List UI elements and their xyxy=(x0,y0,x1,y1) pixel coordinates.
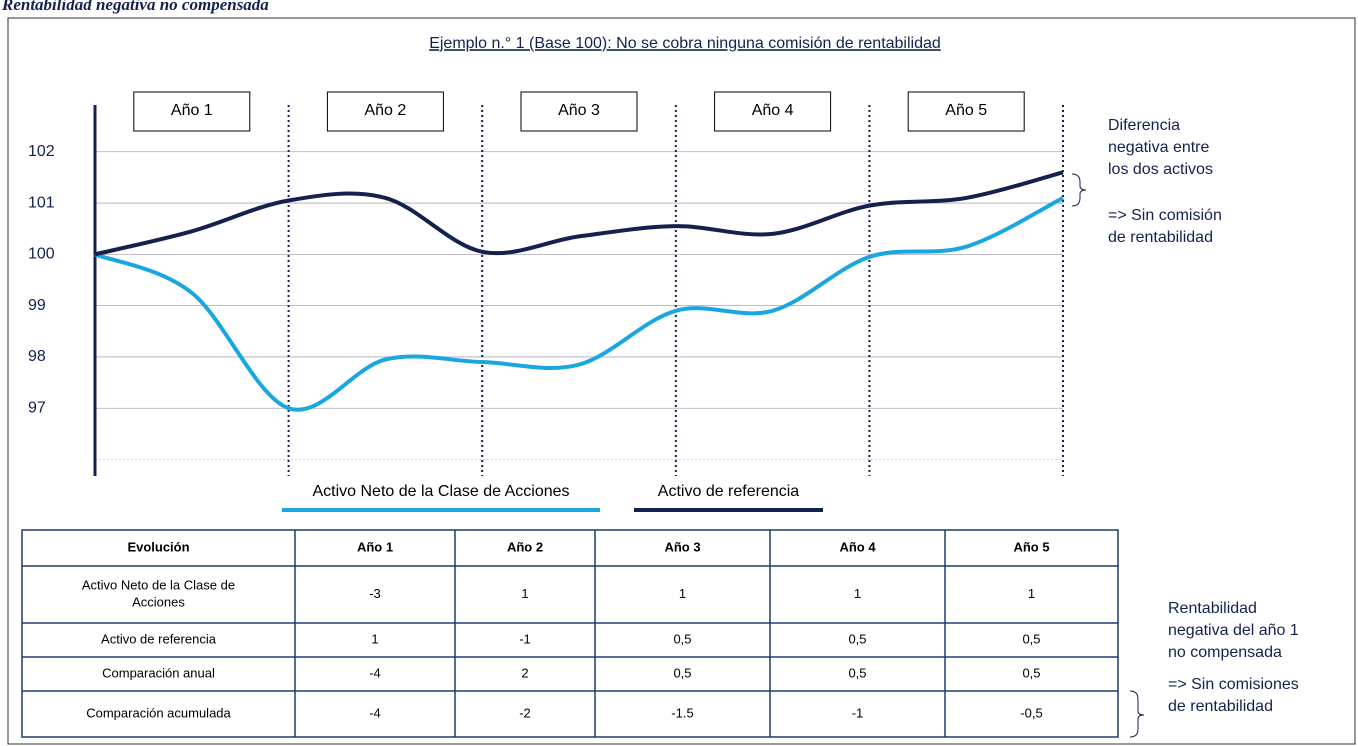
table-cell: 2 xyxy=(521,665,528,680)
table-cell: Acciones xyxy=(132,594,185,609)
table-cell: 1 xyxy=(854,586,861,601)
legend-label: Activo de referencia xyxy=(658,483,800,500)
annotation: Rentabilidad xyxy=(1168,600,1257,617)
heading: Rentabilidad negativa no compensada xyxy=(1,0,269,14)
annotation: los dos activos xyxy=(1108,161,1213,178)
table-cell: Comparación anual xyxy=(102,665,215,680)
annotation: de rentabilidad xyxy=(1108,229,1213,246)
year-label: Año 4 xyxy=(752,102,794,119)
table-cell: Comparación acumulada xyxy=(86,705,231,720)
year-box xyxy=(133,91,251,132)
y-tick-label: 100 xyxy=(28,246,55,263)
annotation: negativa entre xyxy=(1108,139,1210,156)
y-tick-label: 98 xyxy=(28,348,46,365)
annotation: => Sin comisiones xyxy=(1168,676,1299,693)
table-cell: Año 2 xyxy=(507,539,543,554)
brace xyxy=(1129,690,1145,738)
year-box xyxy=(520,91,638,132)
table-cell: Activo de referencia xyxy=(101,631,217,646)
table-cell: -4 xyxy=(369,665,381,680)
table-cell: -2 xyxy=(519,705,531,720)
y-tick-label: 97 xyxy=(28,399,46,416)
table-cell: 0,5 xyxy=(848,631,866,646)
annotation: de rentabilidad xyxy=(1168,698,1273,715)
table-cell: -1 xyxy=(519,631,531,646)
table-cell: 1 xyxy=(679,586,686,601)
table-cell: Año 5 xyxy=(1013,539,1049,554)
table-cell: -0,5 xyxy=(1020,705,1042,720)
annotation: => Sin comisión xyxy=(1108,207,1222,224)
annotation: negativa del año 1 xyxy=(1168,622,1299,639)
y-tick-label: 101 xyxy=(28,194,55,211)
year-box xyxy=(714,91,832,132)
table-cell: 0,5 xyxy=(673,631,691,646)
table-cell: -4 xyxy=(369,705,381,720)
y-tick-label: 99 xyxy=(28,297,46,314)
table-cell: Año 4 xyxy=(839,539,876,554)
year-box xyxy=(907,91,1025,132)
chart-title: Ejemplo n.° 1 (Base 100): No se cobra ni… xyxy=(429,35,941,52)
table-cell: -1 xyxy=(852,705,864,720)
table-cell: -3 xyxy=(369,586,381,601)
legend-label: Activo Neto de la Clase de Acciones xyxy=(312,483,569,500)
table-cell: Año 3 xyxy=(664,539,700,554)
year-label: Año 5 xyxy=(945,102,987,119)
table-cell: 1 xyxy=(521,586,528,601)
table-cell: 1 xyxy=(371,631,378,646)
table-cell: 0,5 xyxy=(1022,665,1040,680)
year-label: Año 3 xyxy=(558,102,600,119)
table-frame xyxy=(21,529,1119,738)
table-cell: Activo Neto de la Clase de xyxy=(82,577,235,592)
frame xyxy=(7,17,1356,745)
table-cell: Evolución xyxy=(127,539,189,554)
year-label: Año 2 xyxy=(364,102,406,119)
table-cell: Año 1 xyxy=(357,539,393,554)
annotation: Diferencia xyxy=(1108,117,1180,134)
table-cell: 0,5 xyxy=(848,665,866,680)
table-cell: 0,5 xyxy=(673,665,691,680)
year-box xyxy=(326,91,444,132)
brace xyxy=(1071,173,1087,207)
line xyxy=(94,196,1064,412)
annotation: no compensada xyxy=(1168,644,1282,661)
table-cell: 1 xyxy=(1028,586,1035,601)
table-cell: 0,5 xyxy=(1022,631,1040,646)
y-tick-label: 102 xyxy=(28,143,55,160)
table-cell: -1.5 xyxy=(671,705,693,720)
year-label: Año 1 xyxy=(171,102,213,119)
line xyxy=(94,170,1064,257)
